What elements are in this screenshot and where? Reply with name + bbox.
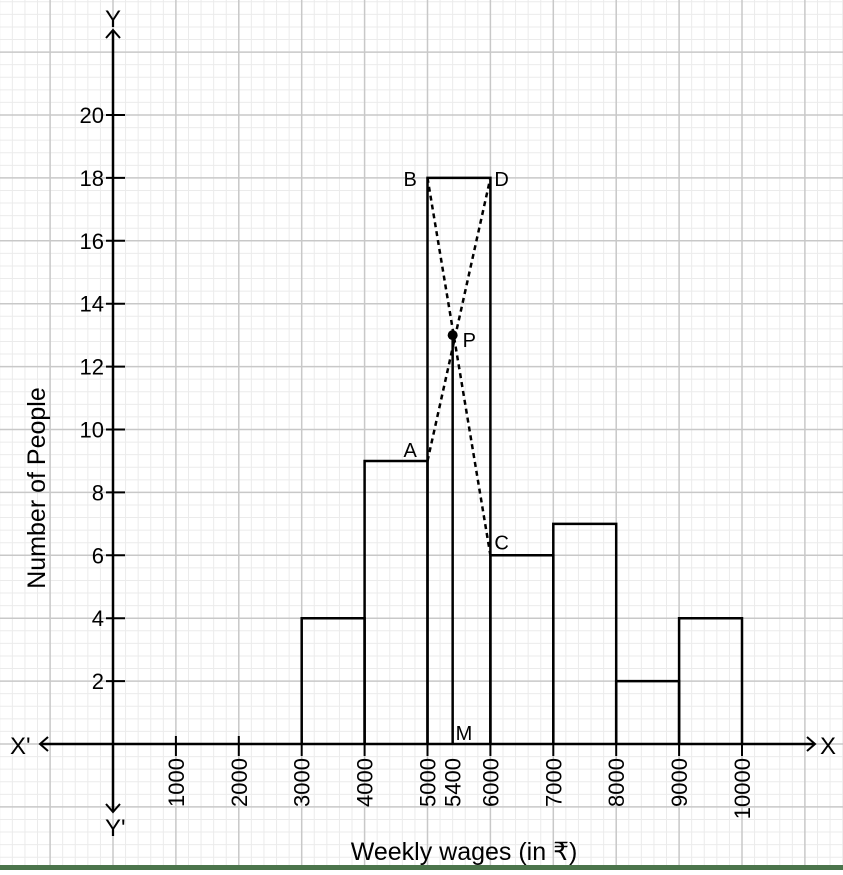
y-tick-label: 14 <box>80 292 104 317</box>
histogram-bar <box>552 522 618 744</box>
y-neg-axis-arrow-icon <box>105 803 121 814</box>
y-neg-axis-label: Y' <box>105 815 126 842</box>
x-tick-label: 7000 <box>541 758 566 807</box>
point-label-p: P <box>463 330 476 352</box>
y-axis-arrow-icon <box>105 28 121 39</box>
histogram-bar <box>614 679 681 744</box>
axis-labels: X X' Y Y' 2 4 6 8 10 12 14 16 18 20 1000 2000 3000 4000 50… <box>10 6 836 866</box>
x-tick-label: 4000 <box>353 758 378 807</box>
histogram-bars <box>300 176 744 744</box>
x-tick-label: 6000 <box>478 758 503 807</box>
point-label-d: D <box>494 169 508 191</box>
x-axis-arrow-icon <box>806 736 817 752</box>
point-label-a: A <box>404 440 418 462</box>
x-tick-label: 5000 <box>416 758 441 807</box>
dashed-construction-line <box>426 177 492 462</box>
y-tick-label: 18 <box>80 166 104 191</box>
dashed-construction-line <box>426 177 492 556</box>
point-label-m: M <box>456 723 473 745</box>
x-tick-label: 9000 <box>667 758 692 807</box>
x-tick-label: 2000 <box>227 758 252 807</box>
y-tick-label: 4 <box>92 606 104 631</box>
y-axis-label: Y <box>105 6 121 33</box>
mode-construction <box>426 177 492 744</box>
y-tick-label: 16 <box>80 229 104 254</box>
histogram-bar <box>489 554 555 744</box>
point-p-dot <box>447 330 458 341</box>
x-neg-axis-arrow-icon <box>38 736 49 752</box>
y-tick-label: 20 <box>80 103 104 128</box>
point-label-b: B <box>404 169 417 191</box>
x-tick-label: 5400 <box>441 758 466 807</box>
x-axis-title: Weekly wages (in ₹) <box>351 838 578 866</box>
y-axis-title: Number of People <box>23 387 51 589</box>
y-tick-label: 6 <box>92 543 104 568</box>
histogram-bar <box>363 459 429 744</box>
point-label-c: C <box>494 532 508 554</box>
y-tick-label: 8 <box>92 480 104 505</box>
y-tick-label: 10 <box>80 418 104 443</box>
x-tick-label: 10000 <box>730 758 755 819</box>
y-tick-label: 2 <box>92 669 104 694</box>
axis-ticks <box>106 114 743 756</box>
y-tick-label: 12 <box>80 355 104 380</box>
x-tick-label: 1000 <box>164 758 189 807</box>
histogram-bar <box>677 616 744 744</box>
x-tick-label: 3000 <box>290 758 315 807</box>
x-neg-axis-label: X' <box>10 733 31 760</box>
x-tick-label: 8000 <box>604 758 629 807</box>
histogram-bar <box>426 176 492 744</box>
bottom-border-bar <box>0 865 843 870</box>
x-axis-label: X <box>820 733 836 760</box>
